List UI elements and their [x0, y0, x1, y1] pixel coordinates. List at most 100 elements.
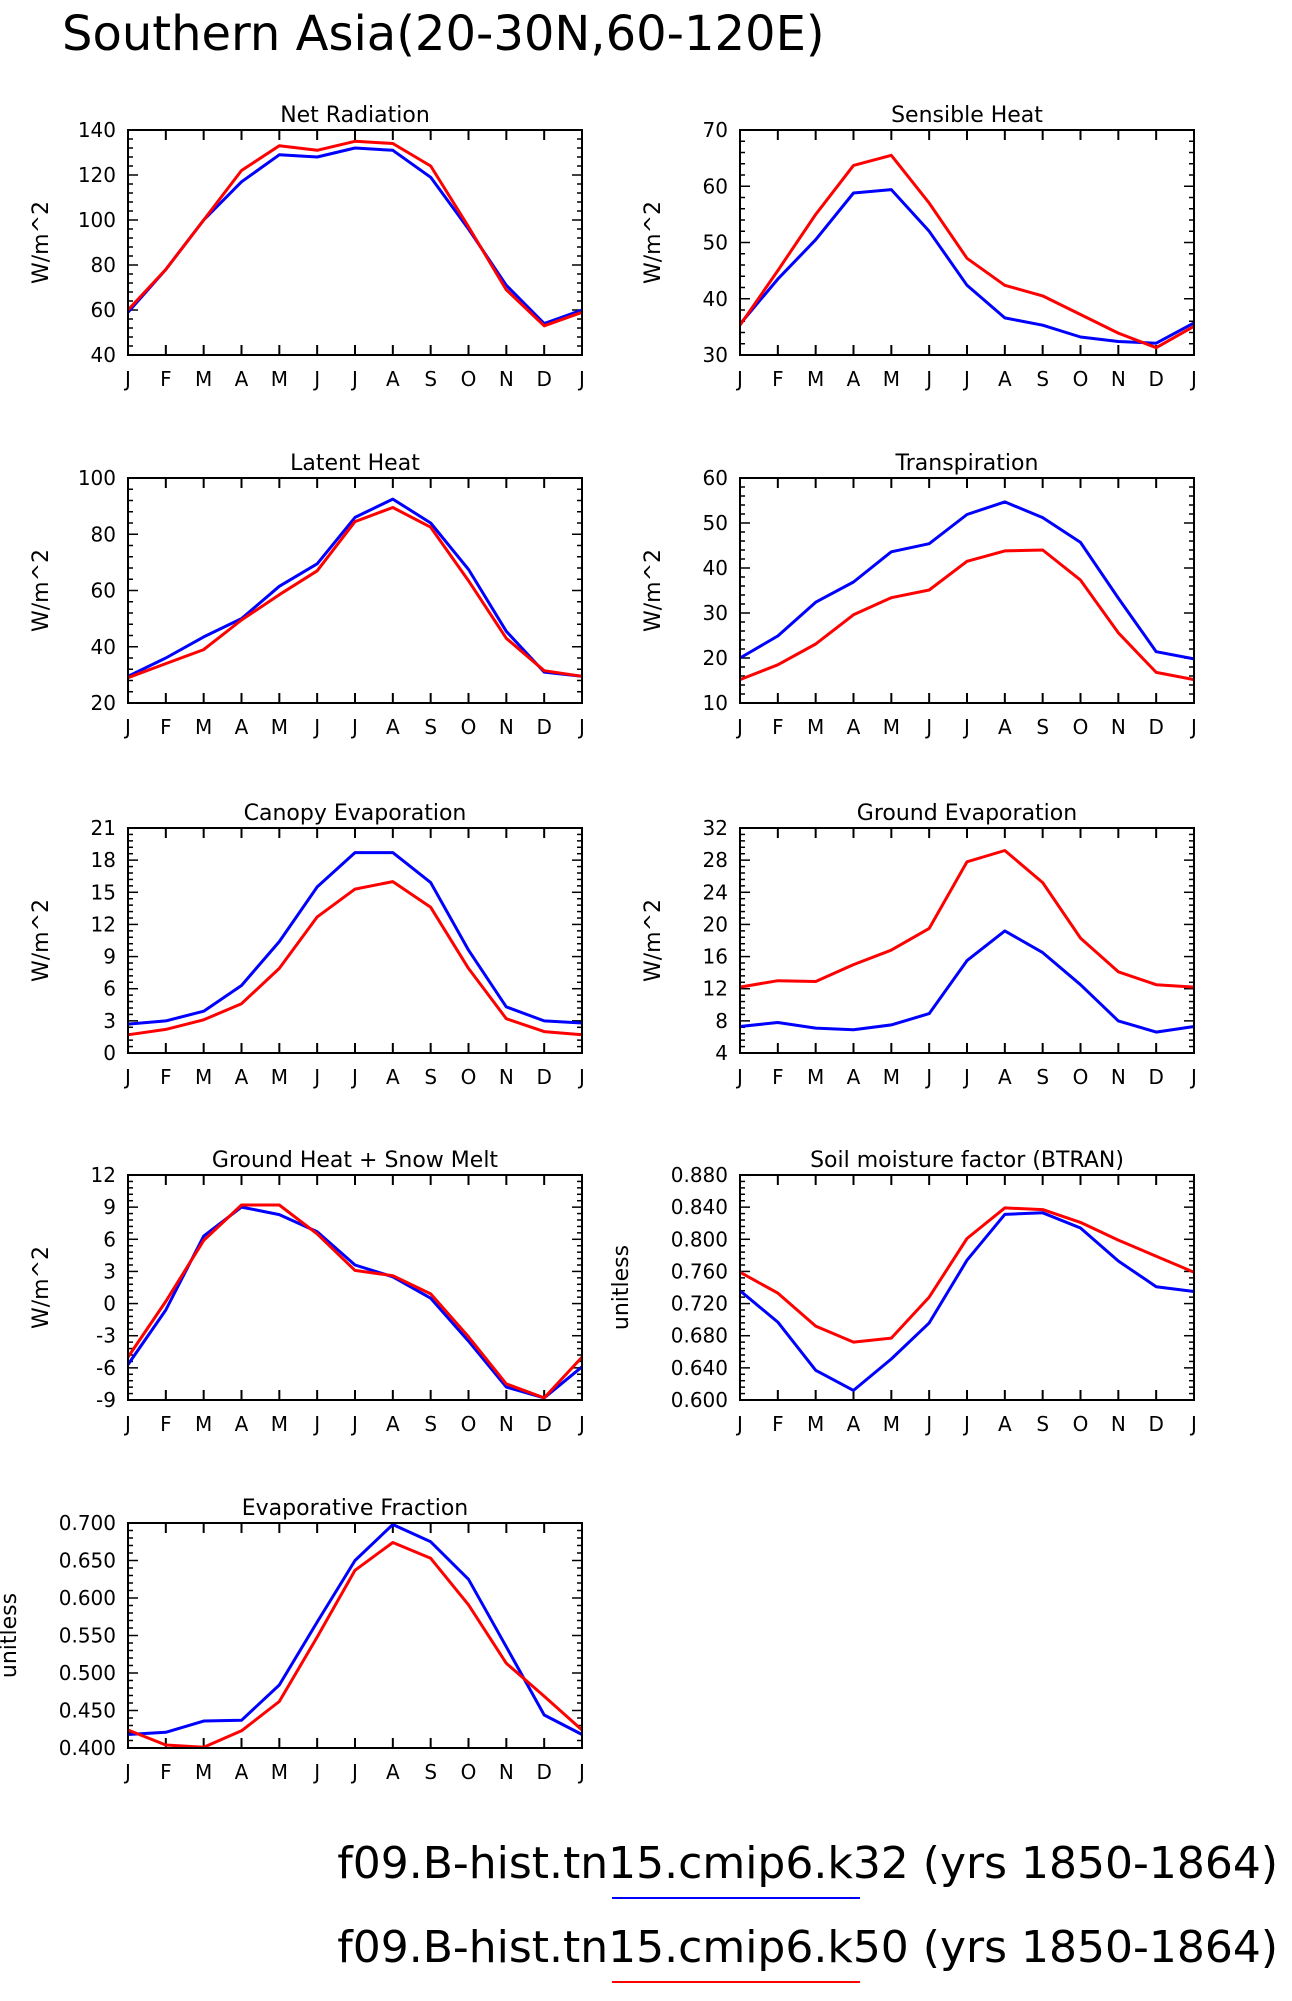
y-tick-label: 40	[91, 343, 116, 367]
y-tick-label: 0	[103, 1292, 116, 1316]
x-tick-label: J	[350, 1760, 358, 1784]
x-tick-label: M	[271, 1412, 288, 1436]
panel-title: Ground Heat + Snow Melt	[212, 1148, 499, 1173]
x-tick-label: N	[1111, 715, 1126, 739]
x-tick-label: M	[271, 1065, 288, 1089]
x-tick-label: M	[271, 715, 288, 739]
x-tick-label: F	[160, 715, 172, 739]
x-tick-label: J	[350, 1412, 358, 1436]
x-tick-label: M	[195, 715, 212, 739]
x-tick-label: M	[883, 715, 900, 739]
y-tick-label: 12	[703, 977, 728, 1001]
panel-title: Ground Evaporation	[857, 801, 1077, 826]
y-tick-label: 0.650	[59, 1549, 116, 1573]
x-tick-label: N	[499, 715, 514, 739]
x-tick-label: S	[424, 1760, 437, 1784]
y-tick-label: 0.500	[59, 1661, 116, 1685]
y-tick-label: 0.550	[59, 1624, 116, 1648]
legend-label: f09.B-hist.tn15.cmip6.k32 (yrs 1850-1864…	[337, 1838, 1278, 1889]
plot-frame	[739, 1174, 1195, 1401]
x-tick-label: S	[424, 1065, 437, 1089]
panel-title: Latent Heat	[290, 451, 420, 476]
x-tick-label: D	[536, 1760, 551, 1784]
series-line	[126, 1205, 583, 1400]
y-tick-label: 3	[103, 1009, 116, 1033]
x-tick-label: O	[461, 715, 477, 739]
y-axis-label: W/m^2	[641, 549, 666, 632]
x-tick-label: M	[883, 367, 900, 391]
x-tick-label: J	[350, 1065, 358, 1089]
plot-frame	[127, 129, 583, 356]
y-tick-label: 50	[703, 231, 728, 255]
y-tick-label: 18	[91, 848, 116, 872]
chart-panel: Soil moisture factor (BTRAN)J F M A M J J A S O N D…	[609, 1148, 1197, 1436]
x-tick-label: J	[123, 1412, 131, 1436]
x-tick-label: M	[195, 1760, 212, 1784]
x-tick-label: A	[998, 1412, 1012, 1436]
y-tick-label: 0.840	[671, 1195, 728, 1219]
x-tick-label: J	[123, 367, 131, 391]
x-tick-label: J	[735, 715, 743, 739]
y-tick-label: 0.800	[671, 1227, 728, 1251]
y-tick-label: 6	[103, 1227, 116, 1251]
x-tick-label: O	[1073, 1412, 1089, 1436]
y-tick-label: 9	[103, 945, 116, 969]
y-tick-label: -6	[96, 1356, 116, 1380]
y-tick-label: 40	[703, 556, 728, 580]
x-tick-label: J	[350, 367, 358, 391]
x-tick-label: J	[312, 715, 320, 739]
x-tick-label: D	[1148, 1065, 1163, 1089]
x-tick-label: D	[536, 367, 551, 391]
x-tick-label: J	[1189, 715, 1197, 739]
y-tick-label: 6	[103, 977, 116, 1001]
y-tick-label: 24	[703, 880, 728, 904]
x-tick-label: O	[461, 1065, 477, 1089]
y-tick-label: 0.400	[59, 1736, 116, 1760]
series-line	[127, 1541, 583, 1749]
x-tick-label: J	[962, 367, 970, 391]
panel-title: Soil moisture factor (BTRAN)	[810, 1148, 1124, 1173]
y-tick-label: 60	[703, 174, 728, 198]
y-tick-label: 20	[703, 646, 728, 670]
x-tick-label: S	[1036, 715, 1049, 739]
y-tick-label: 20	[91, 691, 116, 715]
x-tick-label: F	[772, 1065, 784, 1089]
y-axis-label: W/m^2	[641, 899, 666, 982]
y-tick-label: 30	[703, 601, 728, 625]
y-axis-label: W/m^2	[641, 201, 666, 284]
x-tick-label: D	[1148, 1412, 1163, 1436]
x-tick-label: F	[160, 1412, 172, 1436]
x-tick-label: A	[998, 715, 1012, 739]
y-tick-label: 21	[91, 816, 116, 840]
x-tick-label: O	[1073, 367, 1089, 391]
x-tick-label: D	[536, 715, 551, 739]
y-tick-label: 16	[703, 945, 728, 969]
x-tick-label: S	[424, 715, 437, 739]
y-tick-label: 100	[78, 208, 116, 232]
y-tick-label: -3	[96, 1324, 116, 1348]
y-tick-label: 3	[103, 1259, 116, 1283]
y-tick-label: -9	[96, 1388, 116, 1412]
x-tick-label: J	[577, 1760, 585, 1784]
y-tick-label: 0.700	[59, 1511, 116, 1535]
x-tick-label: O	[1073, 715, 1089, 739]
x-tick-label: M	[195, 1065, 212, 1089]
x-tick-label: J	[577, 1412, 585, 1436]
series-line	[127, 1523, 583, 1736]
y-tick-label: 0.880	[671, 1163, 728, 1187]
x-tick-label: F	[772, 1412, 784, 1436]
legend-label: f09.B-hist.tn15.cmip6.k50 (yrs 1850-1864…	[337, 1922, 1278, 1973]
plot-frame	[739, 477, 1195, 704]
x-tick-label: N	[499, 1065, 514, 1089]
x-tick-label: J	[312, 367, 320, 391]
y-tick-label: 0.600	[59, 1586, 116, 1610]
x-tick-label: J	[924, 367, 932, 391]
x-tick-label: J	[123, 1760, 131, 1784]
y-tick-label: 32	[703, 816, 728, 840]
x-tick-label: J	[577, 715, 585, 739]
